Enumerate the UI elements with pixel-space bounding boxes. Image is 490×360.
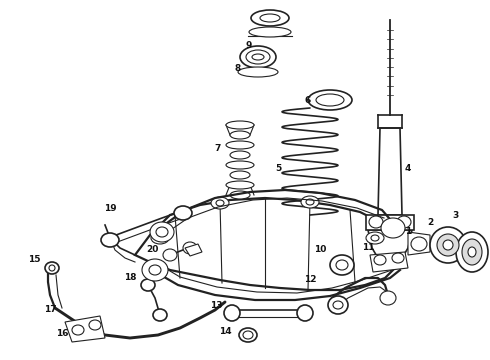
Text: 7: 7: [215, 144, 221, 153]
Ellipse shape: [230, 131, 250, 139]
Text: 19: 19: [104, 203, 116, 212]
Ellipse shape: [430, 227, 466, 263]
Text: 13: 13: [210, 301, 222, 310]
Text: 18: 18: [124, 274, 136, 283]
Polygon shape: [185, 244, 202, 256]
Text: 20: 20: [146, 246, 158, 255]
Ellipse shape: [328, 296, 348, 314]
Ellipse shape: [468, 247, 476, 257]
Polygon shape: [370, 252, 408, 272]
Ellipse shape: [369, 216, 383, 228]
Text: 5: 5: [275, 163, 281, 172]
Ellipse shape: [308, 90, 352, 110]
Ellipse shape: [163, 249, 177, 261]
Text: 12: 12: [304, 275, 316, 284]
Ellipse shape: [141, 279, 155, 291]
Ellipse shape: [211, 197, 229, 209]
Ellipse shape: [183, 242, 197, 254]
Polygon shape: [378, 128, 402, 215]
Ellipse shape: [226, 161, 254, 169]
Ellipse shape: [142, 259, 168, 281]
Polygon shape: [135, 198, 400, 290]
Ellipse shape: [230, 191, 250, 199]
Ellipse shape: [45, 262, 59, 274]
Polygon shape: [408, 232, 430, 255]
Ellipse shape: [462, 239, 482, 265]
Ellipse shape: [301, 196, 319, 208]
Ellipse shape: [153, 309, 167, 321]
Ellipse shape: [251, 10, 289, 26]
Ellipse shape: [381, 218, 405, 238]
Ellipse shape: [443, 240, 453, 250]
Ellipse shape: [230, 151, 250, 159]
Text: 6: 6: [305, 95, 311, 104]
Polygon shape: [368, 230, 412, 262]
Ellipse shape: [101, 233, 119, 247]
Text: 3: 3: [452, 211, 458, 220]
Ellipse shape: [238, 67, 278, 77]
Text: 14: 14: [219, 328, 231, 337]
Text: 11: 11: [362, 243, 374, 252]
Ellipse shape: [150, 222, 174, 242]
Ellipse shape: [230, 171, 250, 179]
Text: 16: 16: [56, 329, 68, 338]
Ellipse shape: [397, 216, 411, 228]
Ellipse shape: [249, 27, 291, 37]
Polygon shape: [65, 316, 105, 342]
Ellipse shape: [456, 232, 488, 272]
Ellipse shape: [330, 255, 354, 275]
Ellipse shape: [240, 46, 276, 68]
Text: 4: 4: [405, 163, 411, 172]
Ellipse shape: [226, 141, 254, 149]
Ellipse shape: [411, 237, 427, 251]
Ellipse shape: [366, 232, 384, 244]
Polygon shape: [366, 215, 414, 230]
Text: 1: 1: [405, 228, 411, 237]
Ellipse shape: [239, 328, 257, 342]
Ellipse shape: [151, 232, 169, 244]
Ellipse shape: [437, 234, 459, 256]
Ellipse shape: [174, 206, 192, 220]
Ellipse shape: [380, 291, 396, 305]
Text: 10: 10: [314, 246, 326, 255]
Text: 9: 9: [246, 41, 252, 50]
Text: 15: 15: [28, 256, 40, 265]
Text: 17: 17: [44, 306, 56, 315]
Ellipse shape: [226, 181, 254, 189]
Ellipse shape: [224, 305, 240, 321]
Ellipse shape: [226, 121, 254, 129]
Ellipse shape: [297, 305, 313, 321]
Text: 8: 8: [235, 63, 241, 72]
Text: 2: 2: [427, 217, 433, 226]
